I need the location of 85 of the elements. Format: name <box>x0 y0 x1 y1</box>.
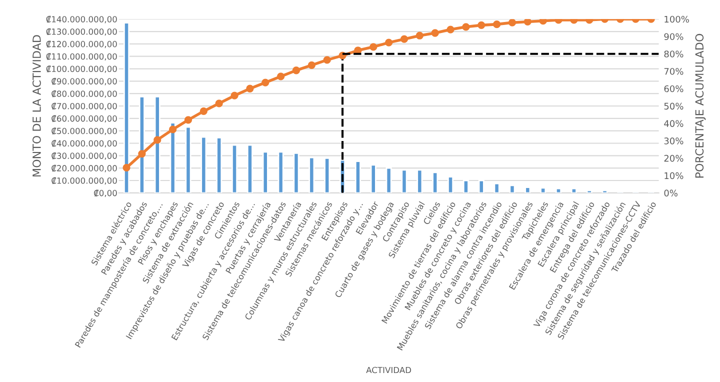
point <box>384 38 393 46</box>
point <box>446 26 454 34</box>
point <box>215 100 223 108</box>
y-tick-label: ₡70.000.000,00 <box>52 102 117 110</box>
bar <box>386 167 392 193</box>
y-tick-label: ₡100.000.000,00 <box>46 65 117 73</box>
bar <box>200 136 207 193</box>
y2-tick-label: 90% <box>664 33 684 40</box>
y2-tick-label: 100% <box>664 16 689 23</box>
y2-tick-label: 50% <box>664 102 684 110</box>
y-tick-label: ₡140.000.000,00 <box>46 16 117 24</box>
point <box>154 136 162 144</box>
bar <box>124 22 130 193</box>
point <box>323 56 331 64</box>
point <box>200 107 208 116</box>
y2-tick-label: 20% <box>664 154 684 162</box>
point <box>539 19 547 25</box>
bar <box>494 182 500 193</box>
y-tick-label: ₡110.000.000,00 <box>46 53 117 60</box>
point <box>184 116 192 124</box>
bar <box>556 188 562 193</box>
point <box>308 61 316 69</box>
bar <box>509 184 516 193</box>
y2-axis-title: PORCENTAJE ACUMULADO <box>695 34 706 178</box>
bar <box>586 190 592 193</box>
point <box>416 32 424 40</box>
y-tick-label: ₡10.000.000,00 <box>52 177 117 185</box>
y-tick-label: ₡0,00 <box>94 190 117 198</box>
y2-tick-label: 60% <box>664 85 684 92</box>
point <box>462 23 470 31</box>
bar <box>354 160 361 193</box>
y2-tick-label: 40% <box>664 120 684 127</box>
y2-tick-label: 10% <box>664 172 684 180</box>
bar <box>570 188 577 193</box>
y-tick-label: ₡30.000.000,00 <box>52 152 117 160</box>
y-axis-title: MONTO DE LA ACTIVIDAD <box>32 35 41 176</box>
y2-tick-label: 80% <box>664 50 684 58</box>
y2-tick-label: 70% <box>664 68 684 75</box>
bar <box>293 152 300 193</box>
y2-tick-label: 0% <box>664 190 678 196</box>
y-tick-label: ₡20.000.000,00 <box>52 164 117 172</box>
bar <box>262 151 268 193</box>
y-tick-label: ₡120.000.000,00 <box>46 40 117 48</box>
point <box>122 164 130 172</box>
x-axis-title: ACTIVIDAD <box>366 366 412 374</box>
y-tick-label: ₡40.000.000,00 <box>52 140 117 148</box>
bar <box>154 96 160 193</box>
y2-tick-label: 30% <box>664 137 684 144</box>
bar <box>602 190 608 193</box>
bar <box>432 172 438 193</box>
point <box>246 84 254 92</box>
point <box>138 150 146 158</box>
bar <box>401 169 408 193</box>
point <box>276 72 285 80</box>
bar <box>478 180 484 193</box>
bar <box>232 144 238 193</box>
bar <box>416 169 423 193</box>
bar <box>138 96 145 193</box>
bar <box>246 144 253 193</box>
point <box>370 43 378 51</box>
point <box>431 29 439 37</box>
bar <box>524 186 531 193</box>
point <box>262 78 270 86</box>
point <box>292 66 300 74</box>
y-tick-label: ₡80.000.000,00 <box>52 90 117 98</box>
bar <box>278 151 284 193</box>
point <box>492 20 501 28</box>
point <box>508 19 516 26</box>
bar <box>185 126 192 193</box>
point <box>168 126 177 134</box>
y-tick-label: ₡130.000.000,00 <box>46 28 117 36</box>
y-tick-label: ₡60.000.000,00 <box>52 115 117 123</box>
point <box>478 21 486 30</box>
y-tick-label: ₡50.000.000,00 <box>52 128 117 135</box>
bar <box>462 180 469 193</box>
bar <box>216 136 222 193</box>
bar <box>308 156 315 193</box>
point <box>230 92 238 100</box>
bar <box>448 176 454 193</box>
bar <box>540 187 546 193</box>
bar <box>324 157 330 193</box>
point <box>524 19 532 26</box>
y-tick-label: ₡90.000.000,00 <box>52 78 117 86</box>
point <box>400 35 408 43</box>
bar <box>370 164 376 193</box>
